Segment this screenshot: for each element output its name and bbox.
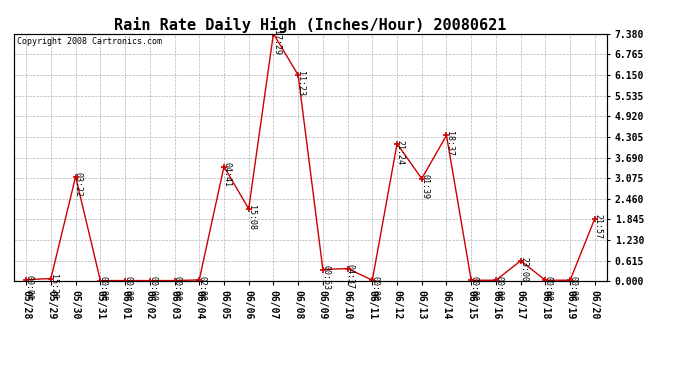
Text: 15:20: 15:20: [49, 274, 58, 299]
Text: 00:00: 00:00: [172, 276, 181, 302]
Text: 02:00: 02:00: [197, 276, 206, 301]
Text: Copyright 2008 Cartronics.com: Copyright 2008 Cartronics.com: [17, 38, 161, 46]
Title: Rain Rate Daily High (Inches/Hour) 20080621: Rain Rate Daily High (Inches/Hour) 20080…: [115, 16, 506, 33]
Text: 21:24: 21:24: [395, 140, 404, 165]
Text: 11:23: 11:23: [297, 71, 306, 96]
Text: 00:00: 00:00: [494, 276, 503, 301]
Text: 03:22: 03:22: [74, 172, 83, 198]
Text: 23:00: 23:00: [519, 256, 528, 282]
Text: 00:53: 00:53: [321, 266, 330, 290]
Text: 00:00: 00:00: [24, 275, 33, 300]
Text: 00:00: 00:00: [371, 276, 380, 301]
Text: 00:00: 00:00: [124, 276, 132, 302]
Text: 00:00: 00:00: [148, 276, 157, 302]
Text: 21:57: 21:57: [593, 214, 602, 239]
Text: 00:00: 00:00: [99, 276, 108, 302]
Text: 04:41: 04:41: [222, 162, 231, 188]
Text: 00:00: 00:00: [569, 276, 578, 301]
Text: 00:00: 00:00: [469, 276, 478, 301]
Text: 00:00: 00:00: [544, 276, 553, 301]
Text: 01:39: 01:39: [420, 174, 429, 200]
Text: 04:37: 04:37: [346, 264, 355, 290]
Text: 17:29: 17:29: [272, 30, 281, 55]
Text: 18:37: 18:37: [445, 131, 454, 156]
Text: 15:08: 15:08: [247, 205, 256, 230]
